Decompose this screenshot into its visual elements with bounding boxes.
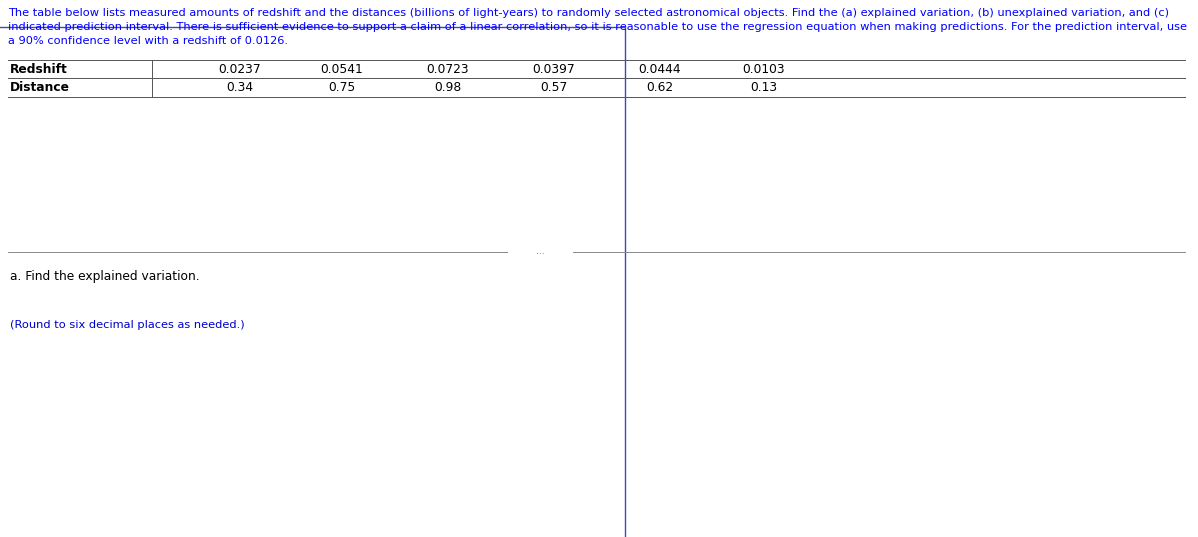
Text: indicated prediction interval. There is sufficient evidence to support a claim o: indicated prediction interval. There is …: [8, 22, 1187, 32]
Text: 0.0723: 0.0723: [426, 63, 470, 76]
Text: The table below lists measured amounts of redshift and the distances (billions o: The table below lists measured amounts o…: [8, 8, 1169, 18]
Text: 0.0103: 0.0103: [743, 63, 786, 76]
Text: Redshift: Redshift: [10, 63, 68, 76]
Text: 0.13: 0.13: [750, 81, 778, 94]
Text: ...: ...: [536, 248, 544, 257]
Text: 0.62: 0.62: [647, 81, 673, 94]
FancyBboxPatch shape: [291, 0, 1198, 343]
Text: 0.0541: 0.0541: [321, 63, 363, 76]
Text: 0.0397: 0.0397: [533, 63, 575, 76]
Text: 0.34: 0.34: [226, 81, 254, 94]
Text: 0.98: 0.98: [435, 81, 461, 94]
Text: a 90% confidence level with a redshift of 0.0126.: a 90% confidence level with a redshift o…: [8, 36, 288, 46]
Text: 0.0444: 0.0444: [639, 63, 682, 76]
Text: a. Find the explained variation.: a. Find the explained variation.: [10, 270, 200, 283]
Text: 0.0237: 0.0237: [219, 63, 261, 76]
Text: 0.57: 0.57: [540, 81, 568, 94]
Text: Distance: Distance: [10, 81, 69, 94]
FancyBboxPatch shape: [0, 26, 625, 537]
Text: (Round to six decimal places as needed.): (Round to six decimal places as needed.): [10, 320, 244, 330]
Text: 0.75: 0.75: [328, 81, 356, 94]
